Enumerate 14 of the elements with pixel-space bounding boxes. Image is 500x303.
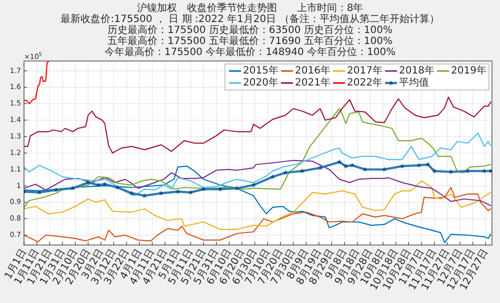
text: 历史最高价：175500 历史最低价：63500 历史百分位：100% [108, 24, 392, 36]
text: 今年最高价：175500 今年最低价：148940 今年百分位：100% [104, 46, 396, 58]
legend-label: 2022年 [347, 76, 382, 89]
legend-label: 2020年 [243, 76, 278, 89]
text: 五年最高价：175500 五年最低价：71690 五年百分位：100% [108, 35, 392, 47]
legend-label: 2015年 [243, 64, 278, 77]
legend-label: 2018年 [399, 64, 434, 77]
legend-label: 平均值 [399, 76, 429, 89]
chart-title: 沪镍加权 收盘价季节性走势图 上市时间：8年 [136, 2, 364, 14]
legend-label: 2016年 [295, 64, 330, 77]
legend-label: 2021年 [295, 76, 330, 89]
chart-subtitle: 最新收盘价:175500 ， 日 期 :2022 年1月20日 （备注：平均值从第二年开始计算） [60, 13, 440, 25]
legend-label: 2017年 [347, 64, 382, 77]
legend-label: 2019年 [451, 64, 486, 77]
